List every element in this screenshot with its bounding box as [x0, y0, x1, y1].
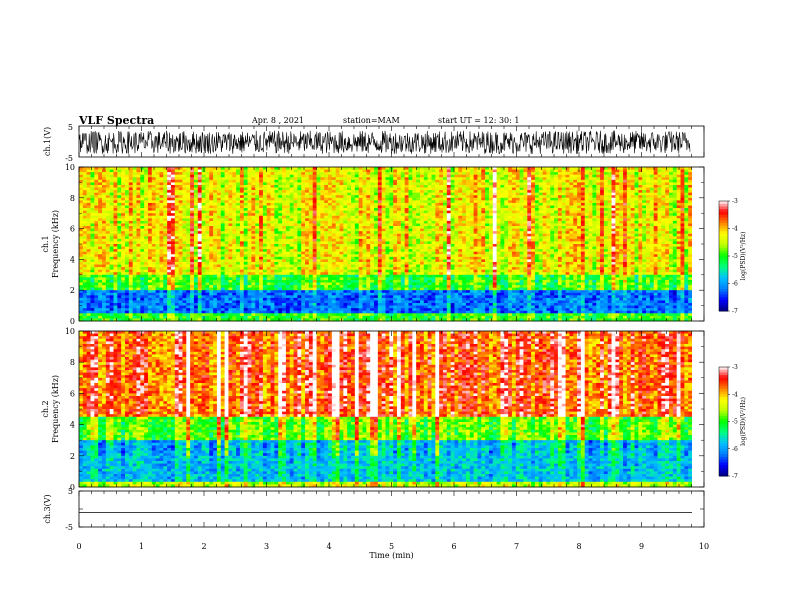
xtick-label: 6: [451, 542, 456, 551]
ch2-spectrogram-ytick-label: 6: [70, 389, 75, 398]
ch1-colorbar-label: log(PSD)(V²/Hz): [740, 232, 747, 281]
ch1-waveform-ytick-label: 5: [68, 123, 73, 132]
chart-title: VLF Spectra: [79, 114, 155, 127]
start-time-label: start UT = 12: 30: 1: [438, 116, 520, 125]
ch2-spectrogram-ytick-label: 8: [70, 358, 75, 367]
ch1-spectrogram-ytick-label: 10: [65, 163, 75, 172]
ch2-colorbar: [718, 366, 730, 477]
xtick-label: 8: [576, 542, 581, 551]
xtick-label: 4: [326, 542, 331, 551]
station-label: station=MAM: [343, 116, 400, 125]
x-axis-label: Time (min): [369, 551, 413, 560]
ch2-colorbar-label: log(PSD)(V²/Hz): [740, 397, 747, 446]
ch1-colorbar-tick: -5: [732, 253, 738, 260]
ch2-spectrogram-ytick-label: 10: [65, 327, 75, 336]
ch3-waveform-ytick-label: -5: [65, 523, 73, 532]
ch3-waveform-frame: [78, 490, 705, 528]
ch1-spectrogram-ytick-label: 0: [70, 317, 75, 326]
xtick-label: 0: [76, 542, 81, 551]
ch1-colorbar-tick: -7: [732, 308, 738, 315]
date-label: Apr. 8 , 2021: [252, 116, 305, 125]
ch1-waveform-ytick-label: -5: [65, 154, 73, 163]
ch1-spectrogram-ytick-label: 6: [70, 225, 75, 234]
ch2-spectrogram-image: [79, 331, 693, 488]
ch1-spectrogram-ytick-label: 2: [70, 286, 75, 295]
ch2-spectrogram-ylabel: ch.2Frequency (kHz): [41, 375, 60, 443]
ch1-spectrogram-image: [79, 167, 693, 322]
ch1-colorbar-tick: -6: [732, 281, 738, 288]
xtick-label: 5: [389, 542, 394, 551]
ch3-waveform-ytick-label: 5: [68, 487, 73, 496]
ch1-spectrogram-ylabel: ch.1Frequency (kHz): [41, 210, 60, 278]
ch1-spectrogram-ytick-label: 4: [70, 255, 75, 264]
xtick-label: 3: [264, 542, 269, 551]
ch1-colorbar-tick: -4: [732, 226, 738, 233]
ch2-colorbar-tick: -3: [732, 364, 738, 371]
ch1-waveform-trace: [78, 130, 691, 155]
xtick-label: 7: [514, 542, 519, 551]
ch2-spectrogram-ytick-label: 4: [70, 421, 75, 430]
ch2-colorbar-tick: -6: [732, 446, 738, 453]
xtick-label: 10: [699, 542, 709, 551]
ch1-colorbar-tick: -3: [732, 198, 738, 205]
ch2-spectrogram-ytick-label: 0: [70, 483, 75, 492]
xtick-label: 9: [639, 542, 644, 551]
ch2-spectrogram-ytick-label: 2: [70, 452, 75, 461]
ch2-colorbar-tick: -5: [732, 419, 738, 426]
ch3-waveform-ylabel: ch.3(V): [43, 494, 52, 523]
ch1-waveform-ylabel: ch.1(V): [43, 127, 52, 156]
ch1-spectrogram-ytick-label: 8: [70, 194, 75, 203]
xtick-label: 2: [201, 542, 206, 551]
xtick-label: 1: [139, 542, 144, 551]
ch2-colorbar-tick: -4: [732, 391, 738, 398]
ch1-colorbar: [718, 200, 730, 312]
ch2-colorbar-tick: -7: [732, 473, 738, 480]
